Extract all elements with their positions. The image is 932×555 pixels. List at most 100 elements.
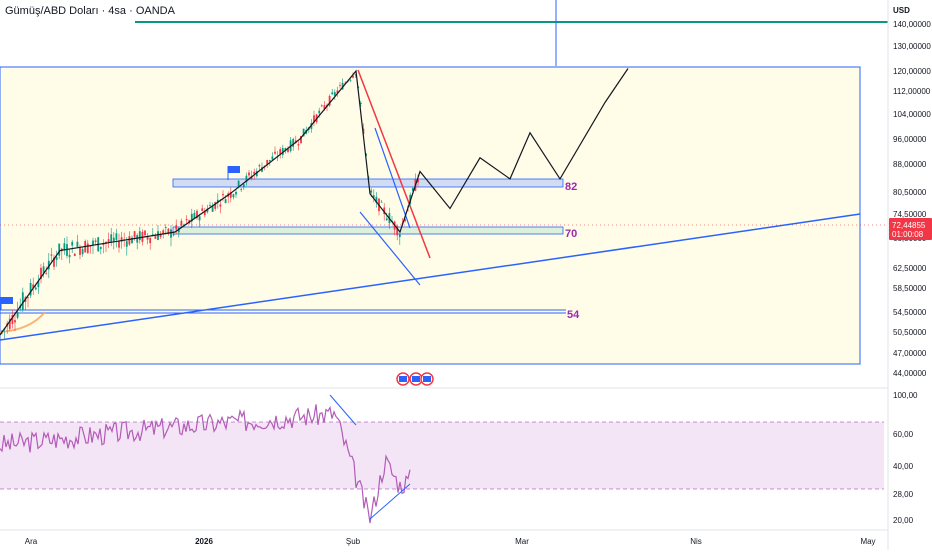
candle-body <box>341 82 344 90</box>
candle-body <box>125 241 128 247</box>
candle-series <box>1 72 419 339</box>
candle-body <box>237 180 240 187</box>
candle-body <box>331 92 334 95</box>
price-tick-label: 47,00000 <box>893 349 927 358</box>
level-label-82: 82 <box>565 181 577 193</box>
price-tick-label: 62,50000 <box>893 264 927 273</box>
candle-body <box>115 233 118 240</box>
candle-body <box>40 267 42 279</box>
candle-body <box>157 231 159 240</box>
candle-body <box>86 243 89 253</box>
price-tick-label: 54,50000 <box>893 308 927 317</box>
us-flag-icon[interactable] <box>396 372 410 386</box>
candle-body <box>32 284 35 288</box>
candle-body <box>222 194 224 196</box>
candle-body <box>131 237 133 244</box>
flag-icon[interactable] <box>0 297 13 310</box>
candle-body <box>203 211 206 216</box>
candle-body <box>110 234 113 243</box>
candle-body <box>185 218 188 221</box>
candle-body <box>339 85 341 87</box>
candle-body <box>216 199 219 203</box>
candle-body <box>133 231 136 238</box>
rsi-axis[interactable]: 100,00 60,00 40,00 28,00 20,00 <box>893 391 918 525</box>
candle-body <box>11 314 14 324</box>
rsi-line <box>0 404 411 524</box>
channel-line-lower[interactable] <box>359 211 421 286</box>
candle-body <box>284 148 287 152</box>
candle-body <box>144 230 146 236</box>
candle-body <box>352 75 354 78</box>
candle-body <box>92 240 94 246</box>
downtrend-line[interactable] <box>357 69 431 259</box>
price-tick-label: 112,00000 <box>893 87 931 96</box>
candle-body <box>258 165 261 167</box>
candle-body <box>380 201 383 203</box>
zone-70[interactable] <box>172 226 564 235</box>
us-flag-icon[interactable] <box>420 372 434 386</box>
candle-body <box>255 171 258 177</box>
candle-body <box>159 233 162 238</box>
rsi-divergence-line[interactable] <box>369 483 411 520</box>
rsi-tick-label: 28,00 <box>893 490 914 499</box>
candle-body <box>248 172 250 176</box>
candle-body <box>398 234 401 238</box>
candle-body <box>320 105 323 107</box>
time-tick-label: 2026 <box>195 537 213 546</box>
candle-body <box>245 175 248 183</box>
candle-body <box>14 320 16 323</box>
candle-body <box>53 257 55 267</box>
candle-body <box>66 244 68 256</box>
candle-body <box>8 318 11 329</box>
candle-body <box>183 224 185 226</box>
channel-line-upper[interactable] <box>374 127 411 229</box>
candle-body <box>73 253 76 257</box>
last-price-tag: 72,44855 01:00:08 <box>889 218 932 240</box>
candle-body <box>297 144 300 146</box>
candle-body <box>94 240 97 242</box>
candle-body <box>34 287 37 290</box>
ascending-trend-line[interactable] <box>0 213 861 341</box>
candle-body <box>396 225 399 236</box>
candle-body <box>172 234 175 236</box>
candle-body <box>198 216 201 221</box>
candle-body <box>68 254 71 258</box>
price-tick-label: 74,50000 <box>893 210 927 219</box>
symbol-title: Gümüş/ABD Doları · 4sa · OANDA <box>5 5 175 17</box>
time-tick-label: Mar <box>515 537 529 546</box>
flag-icon[interactable] <box>227 166 240 180</box>
candle-body <box>375 196 378 203</box>
candle-body <box>300 135 302 144</box>
candle-body <box>21 292 24 310</box>
us-flag-icon[interactable] <box>409 372 423 386</box>
candle-body <box>229 191 232 198</box>
candle-body <box>354 74 357 76</box>
candle-body <box>170 229 172 238</box>
price-axis[interactable]: 140,00000 130,00000 120,00000 112,00000 104,… <box>893 20 931 378</box>
candle-body <box>154 236 157 239</box>
candle-body <box>47 260 50 270</box>
countdown-label: 01:00:08 <box>892 230 924 239</box>
candle-body <box>313 115 315 123</box>
candle-body <box>79 247 81 255</box>
rsi-divergence-line[interactable] <box>329 394 357 426</box>
candle-body <box>349 79 352 81</box>
candle-body <box>219 204 222 207</box>
candle-body <box>404 218 406 222</box>
time-axis[interactable]: Ara 2026 Şub Mar Nis May <box>25 537 876 546</box>
candle-body <box>385 218 388 221</box>
candle-body <box>136 235 139 243</box>
candle-body <box>281 148 284 155</box>
price-tick-label: 44,00000 <box>893 369 927 378</box>
price-tick-label: 140,00000 <box>893 20 931 29</box>
candle-body <box>292 138 295 147</box>
candle-body <box>107 239 110 243</box>
price-tick-label: 120,00000 <box>893 67 931 76</box>
level-label-70: 70 <box>565 228 577 240</box>
time-tick-label: Nis <box>690 537 702 546</box>
candle-body <box>162 230 165 234</box>
candle-body <box>193 212 196 219</box>
rsi-band <box>0 422 884 489</box>
candle-body <box>99 246 102 249</box>
